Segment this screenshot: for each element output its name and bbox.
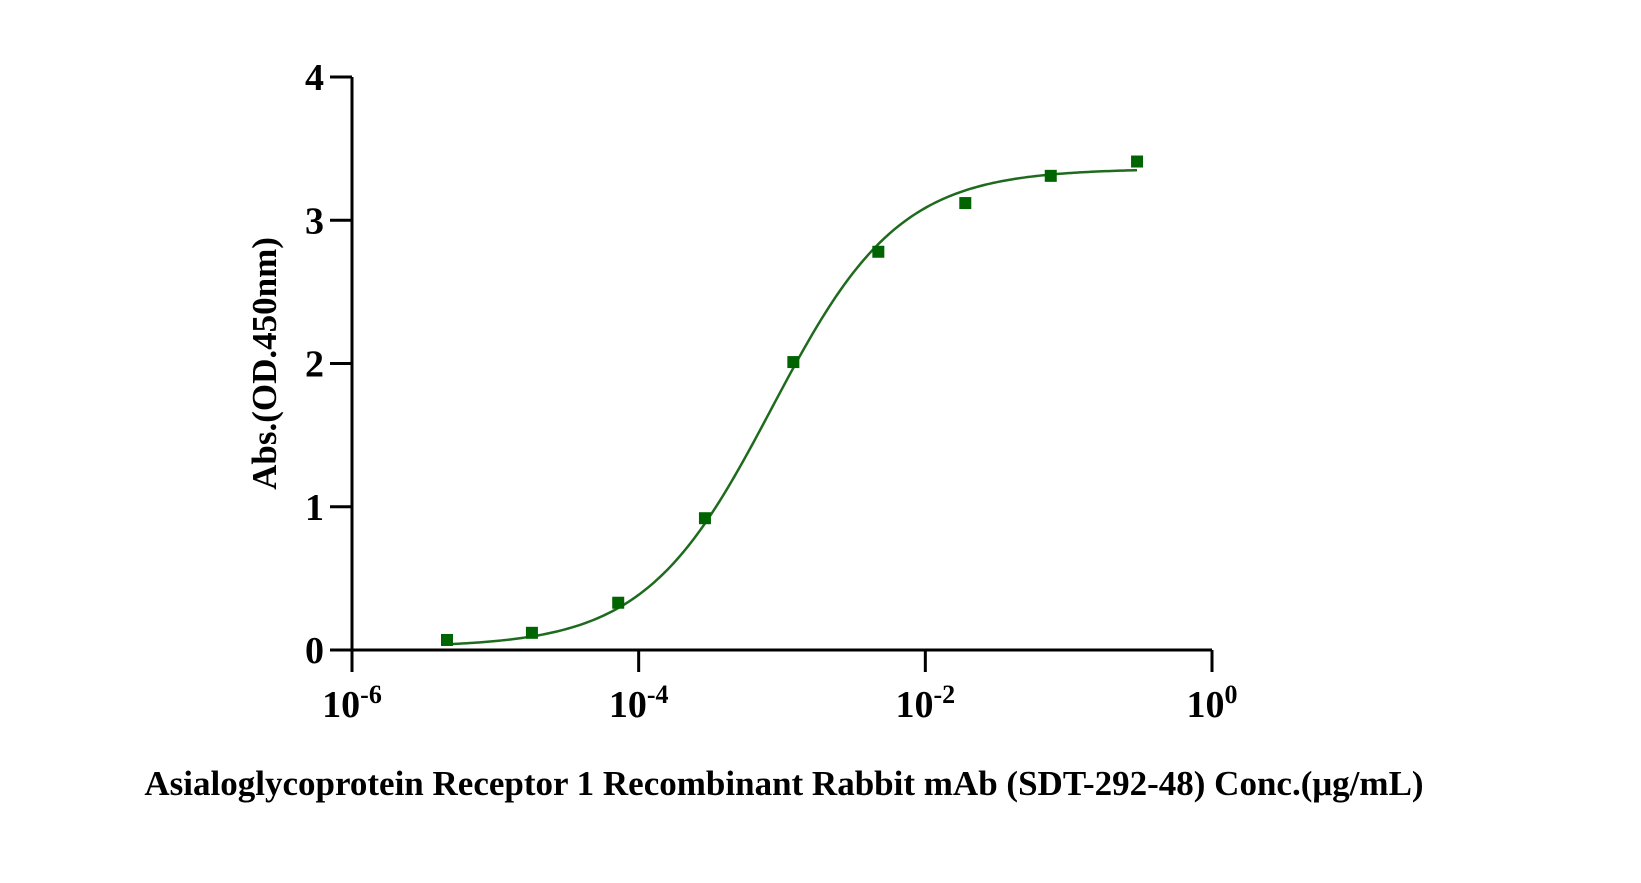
- y-tick-label: 1: [305, 487, 324, 529]
- x-tick-label: 10-4: [609, 680, 669, 726]
- x-axis-title: Asialoglycoprotein Receptor 1 Recombinan…: [144, 764, 1423, 803]
- x-tick-label: 10-6: [322, 680, 382, 726]
- fit-curve: [446, 168, 1138, 646]
- axes: [350, 77, 1212, 652]
- data-point: [1044, 169, 1057, 182]
- data-points: [440, 155, 1144, 646]
- data-point: [525, 626, 538, 639]
- data-point: [1131, 155, 1144, 168]
- y-tick-label: 4: [305, 57, 324, 99]
- data-point: [959, 197, 972, 210]
- x-tick-label: 10-2: [895, 680, 955, 726]
- data-point: [787, 356, 800, 369]
- y-tick-label: 0: [305, 630, 324, 672]
- x-axis-ticks: 10-6 10-4 10-2 100: [322, 650, 1238, 726]
- data-point: [872, 245, 885, 258]
- x-tick-label: 100: [1187, 680, 1238, 726]
- y-tick-label: 3: [305, 200, 324, 242]
- data-point: [440, 633, 453, 646]
- y-axis-ticks: 0 1 2 3 4: [305, 57, 352, 672]
- data-point: [612, 596, 625, 609]
- data-point: [698, 512, 711, 525]
- y-axis-title: Abs.(OD.450nm): [245, 237, 284, 490]
- y-tick-label: 2: [305, 344, 324, 386]
